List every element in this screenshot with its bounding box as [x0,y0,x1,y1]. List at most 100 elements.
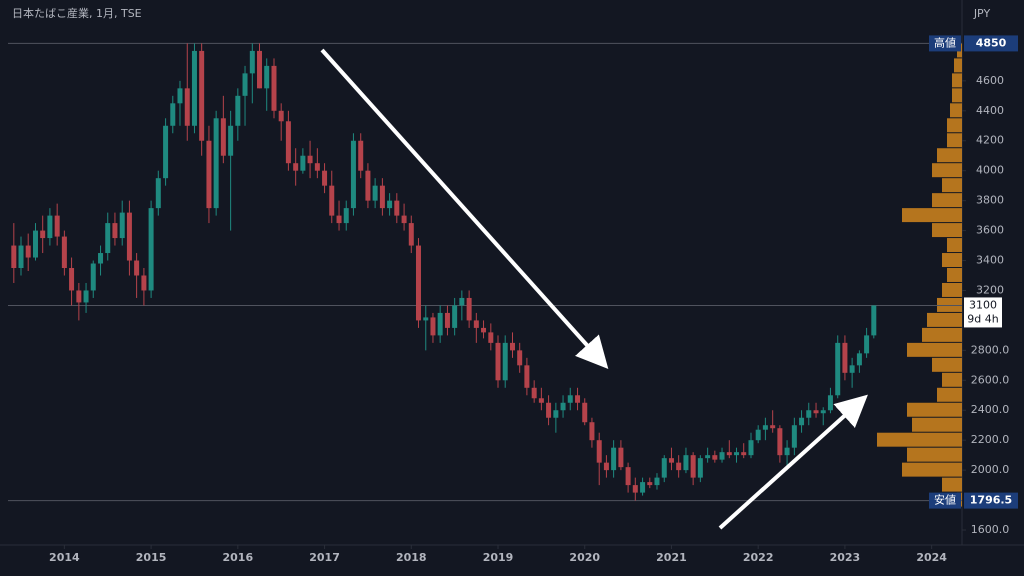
candle-body [423,317,429,321]
candle-body [589,422,595,441]
badge-bg [964,35,1018,52]
candle-body [705,455,711,459]
volume-profile-bar [922,327,962,342]
candle-body [611,447,617,471]
candle-body [32,230,38,258]
candle-body [18,245,24,269]
candle-body [466,297,472,321]
volume-profile-bar [942,178,962,193]
volume-profile-bar [950,103,962,118]
badge-bg [929,492,961,509]
candle-body [582,402,588,423]
candle-body [502,342,508,381]
candle-body [697,458,703,478]
currency: JPY [973,7,991,20]
candle-body [350,140,356,209]
y-tick-label: 2200.0 [971,433,1010,446]
candle-body [560,402,566,411]
candle-body [654,477,660,486]
x-tick-label: 2022 [743,551,774,564]
candle-body [61,236,67,269]
y-tick-label: 4600 [976,74,1004,87]
candle-body [307,155,313,164]
candle-body [54,215,60,237]
y-tick-label: 3200 [976,283,1004,296]
badge-value: 1796.5 [970,494,1012,507]
arrow [718,394,868,530]
y-tick-label: 3600 [976,224,1004,237]
candle-body [249,50,255,74]
candle-body [394,200,400,216]
y-tick-label: 3800 [976,194,1004,207]
y-tick-label: 4400 [976,104,1004,117]
candle-body [524,365,530,388]
candle-body [748,440,754,456]
candle-body [488,332,494,343]
candle-body [871,305,877,336]
volume-profile-bar [907,342,962,357]
candle-body [473,320,479,328]
volume-profile-bar [952,73,962,88]
volume-profile-bar [902,462,962,477]
arrow [320,48,609,369]
x-tick-label: 2024 [916,551,947,564]
candle-body [625,467,631,486]
candle-body [293,163,299,171]
candle-body [372,185,378,201]
y-tick-label: 2000.0 [971,463,1010,476]
candle-body [553,410,559,418]
candle-body [220,118,226,156]
candle-body [206,140,212,209]
volume-profile-bar [947,118,962,133]
candle-body [358,140,364,171]
x-tick-label: 2021 [656,551,687,564]
x-tick-label: 2018 [396,551,427,564]
candle-body [148,208,154,291]
badge-label: 高値 [934,35,956,49]
candle-body [770,425,776,429]
volume-profile-bar [927,312,962,327]
candle-body [278,110,284,122]
y-tick-label: 1600.0 [971,523,1010,536]
y-tick-label: 2400.0 [971,403,1010,416]
candle-body [112,223,118,239]
candle-body [343,208,349,224]
candle-body [134,260,140,276]
candle-body [683,455,689,471]
chart-title: 日本たばこ産業, 1月, TSE [12,6,142,20]
candle-body [126,212,132,261]
candle-body [806,410,812,418]
candle-body [567,395,573,403]
candle-body [799,417,805,426]
candle-body [575,395,581,403]
candle-body [430,317,436,336]
candle-body [842,342,848,373]
candle-body [509,342,515,351]
candle-body [603,462,609,471]
candle-body [734,452,740,456]
candle-body [365,170,371,201]
candle-body [285,121,291,164]
candle-body [264,65,270,89]
volume-profile-bar [932,163,962,178]
candle-body [242,73,248,96]
candle-body [184,88,190,126]
candle-body [791,425,797,448]
candle-body [69,268,75,291]
candle-body [719,452,725,460]
candle-body [11,245,17,269]
candle-body [271,65,277,111]
countdown: 9d 4h [967,312,998,325]
candle-body [213,118,219,209]
x-tick-label: 2014 [49,551,80,564]
candle-body [25,245,31,258]
x-tick-label: 2023 [830,551,861,564]
volume-profile-bar [947,238,962,253]
volume-profile-bar [952,88,962,103]
volume-profile-bar [907,447,962,462]
candle-body [228,125,234,156]
x-tick-label: 2016 [223,551,254,564]
candle-body [546,402,552,418]
